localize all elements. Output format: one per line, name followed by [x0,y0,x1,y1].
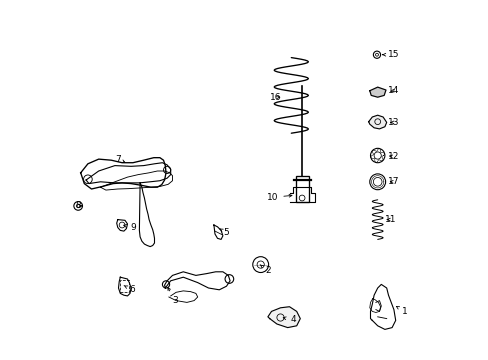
Text: 13: 13 [387,118,399,127]
Text: 11: 11 [384,215,395,224]
Polygon shape [369,87,385,97]
Text: 6: 6 [124,285,135,294]
Text: 17: 17 [387,177,399,186]
Bar [295,176,308,202]
Bar [120,280,129,292]
Text: 16: 16 [270,93,282,102]
Text: 14: 14 [387,86,399,95]
Text: 7: 7 [115,155,124,163]
Text: 8: 8 [75,202,81,210]
Text: 9: 9 [123,223,136,232]
Text: 5: 5 [220,228,228,237]
Polygon shape [368,115,386,129]
Polygon shape [267,307,300,328]
Text: 10: 10 [266,193,291,202]
Text: 15: 15 [382,50,399,59]
Text: 3: 3 [167,288,178,305]
Text: 12: 12 [387,152,399,161]
Text: 2: 2 [260,265,270,275]
Text: 1: 1 [396,306,407,316]
Text: 4: 4 [283,315,295,324]
